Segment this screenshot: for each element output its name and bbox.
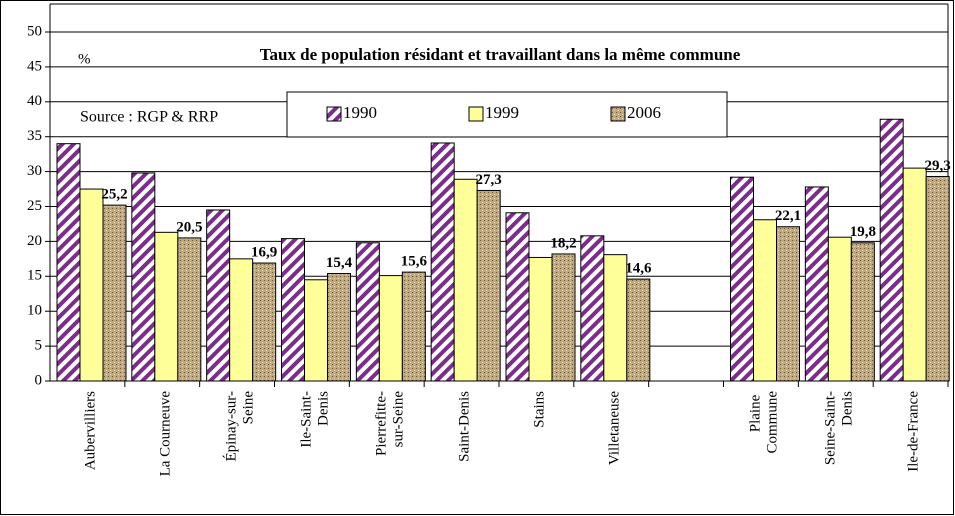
- legend-label: 2006: [627, 103, 661, 122]
- y-tick-label: 5: [35, 338, 43, 354]
- bar: [626, 278, 651, 382]
- bar: [79, 188, 104, 382]
- x-tick-label: Pierrefitte-sur-Seine: [374, 391, 407, 456]
- bar: [56, 143, 81, 382]
- data-label: 22,1: [775, 208, 801, 224]
- y-tick-label: 30: [27, 163, 42, 179]
- bar: [528, 256, 553, 382]
- data-label: 29,3: [925, 158, 951, 174]
- y-tick-label: 10: [27, 303, 42, 319]
- bar: [603, 254, 628, 382]
- y-tick-label: 20: [27, 233, 42, 249]
- x-tick-label: Épinay-sur-Seine: [223, 391, 257, 462]
- data-label: 18,2: [550, 235, 576, 251]
- y-tick-label: 45: [27, 58, 42, 74]
- bar: [850, 242, 875, 382]
- bar: [902, 167, 927, 382]
- data-label: 15,6: [401, 254, 428, 270]
- data-label: 25,2: [101, 187, 127, 203]
- y-tick-label: 50: [27, 23, 42, 39]
- bar: [252, 262, 277, 382]
- bar: [154, 231, 179, 382]
- bar: [401, 271, 426, 382]
- bar: [551, 253, 576, 382]
- data-label: 16,9: [251, 244, 277, 260]
- legend-swatch: [326, 106, 342, 122]
- x-tick-label: Ile-Saint-Denis: [299, 391, 332, 448]
- y-tick-label: 15: [27, 268, 42, 284]
- data-label: 27,3: [476, 172, 502, 188]
- annotation: Source : RGP & RRP: [80, 109, 218, 126]
- x-tick-label: Seine-Saint-Denis: [823, 391, 856, 465]
- legend-label: 1999: [485, 103, 519, 122]
- bar: [304, 279, 328, 382]
- bar: [476, 189, 501, 382]
- bar: [753, 219, 777, 382]
- bar: [102, 204, 127, 382]
- chart-title: Taux de population résidant et travailla…: [260, 45, 741, 64]
- legend-swatch: [468, 106, 484, 122]
- bar: [177, 237, 202, 382]
- bar: [453, 178, 478, 382]
- legend-swatch: [610, 106, 626, 122]
- x-tick-label: Saint-Denis: [457, 391, 473, 462]
- bar: [206, 209, 231, 382]
- y-tick-label: 25: [27, 198, 42, 214]
- bar: [355, 242, 380, 382]
- bar: [879, 118, 904, 382]
- bar: [229, 258, 254, 382]
- legend-box: [286, 91, 728, 138]
- x-tick-label: Ile-de-France: [906, 391, 922, 472]
- y-tick-label: 40: [27, 93, 42, 109]
- bar: [730, 176, 754, 382]
- data-label: 14,6: [625, 261, 652, 277]
- x-tick-label: La Courneuve: [158, 391, 174, 477]
- y-tick-label: 0: [35, 372, 43, 388]
- bar: [827, 236, 852, 382]
- data-label: 20,5: [176, 219, 202, 235]
- x-tick-label: Stains: [532, 391, 548, 428]
- bar: [776, 226, 800, 382]
- bar: [580, 235, 605, 382]
- bar: [505, 212, 530, 382]
- y-axis-label: %: [78, 51, 91, 67]
- bar: [327, 273, 351, 382]
- x-tick-label: Aubervilliers: [83, 391, 99, 470]
- y-tick-label: 35: [27, 128, 42, 144]
- x-tick-label: Plaine Commune: [748, 391, 781, 454]
- bar: [925, 175, 950, 382]
- bar: [281, 238, 305, 382]
- bar: [804, 186, 829, 382]
- bar: [430, 142, 455, 382]
- data-label: 19,8: [850, 224, 876, 240]
- legend-label: 1990: [343, 103, 377, 122]
- bar: [131, 172, 156, 382]
- x-tick-label: Villetaneuse: [607, 391, 623, 465]
- bar: [378, 275, 403, 382]
- data-label: 15,4: [326, 255, 353, 271]
